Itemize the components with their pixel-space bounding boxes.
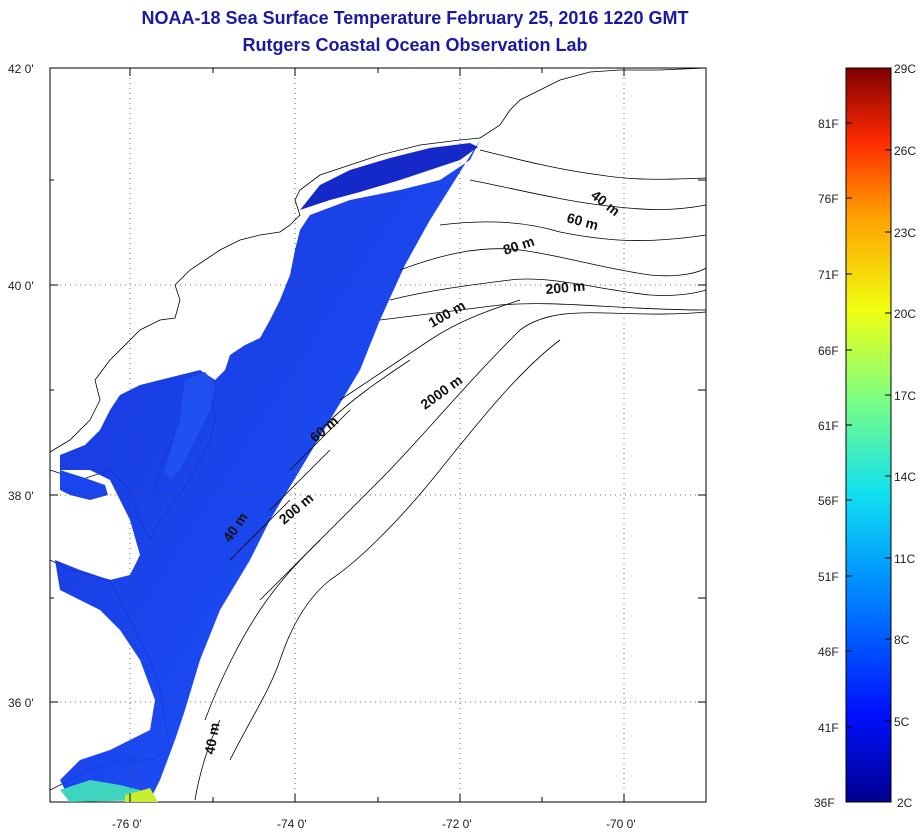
- cb-f-51: 51F: [818, 570, 839, 584]
- cb-f-56: 56F: [818, 494, 839, 508]
- map-ticks: [50, 67, 706, 802]
- bathymetry-contours: [194, 149, 706, 801]
- cb-c-20: 20C: [894, 307, 916, 321]
- cb-c-17: 17C: [894, 389, 916, 403]
- cb-f-41: 41F: [818, 721, 839, 735]
- lon-label-74: -74 0': [277, 817, 307, 831]
- chesapeake-sst: [165, 372, 215, 480]
- map-subtitle: Rutgers Coastal Ocean Observation Lab: [242, 35, 588, 55]
- lon-label-70: -70 0': [606, 817, 636, 831]
- contour-label-40m-c: 40 m: [201, 721, 222, 755]
- lat-label-40: 40 0': [8, 279, 34, 293]
- sst-swath: [55, 140, 480, 800]
- lon-label-72: -72 0': [442, 817, 472, 831]
- cb-f-61: 61F: [818, 419, 839, 433]
- coastline: [50, 68, 706, 453]
- delaware-bay-sst: [60, 470, 108, 500]
- lat-label-36: 36 0': [8, 696, 34, 710]
- cb-c-29: 29C: [894, 62, 916, 76]
- lat-label-38: 38 0': [8, 489, 34, 503]
- long-island-sst: [300, 143, 478, 210]
- cb-c-26: 26C: [894, 144, 916, 158]
- cb-f-76: 76F: [818, 192, 839, 206]
- cb-c-11: 11C: [894, 552, 915, 566]
- cb-f-46: 46F: [818, 645, 839, 659]
- contour-label-60m: 60 m: [565, 209, 600, 233]
- cb-f-66: 66F: [818, 344, 839, 358]
- cb-c-14: 14C: [894, 470, 916, 484]
- cb-c-5: 5C: [894, 715, 910, 729]
- lon-label-76: -76 0': [112, 817, 142, 831]
- lat-label-42: 42 0': [8, 62, 34, 76]
- cb-c-2: 2C: [897, 796, 913, 810]
- cb-f-81: 81F: [818, 117, 839, 131]
- cb-f-36: 36F: [814, 796, 835, 810]
- contour-label-200m: 200 m: [545, 278, 586, 297]
- nc-warm-patch-2: [125, 788, 158, 802]
- cb-c-8: 8C: [894, 633, 910, 647]
- colorbar: [845, 67, 892, 803]
- cb-c-23: 23C: [894, 226, 916, 240]
- cb-f-71: 71F: [818, 268, 839, 282]
- map-title: NOAA-18 Sea Surface Temperature February…: [141, 8, 689, 28]
- colorbar-ticks: [846, 67, 891, 728]
